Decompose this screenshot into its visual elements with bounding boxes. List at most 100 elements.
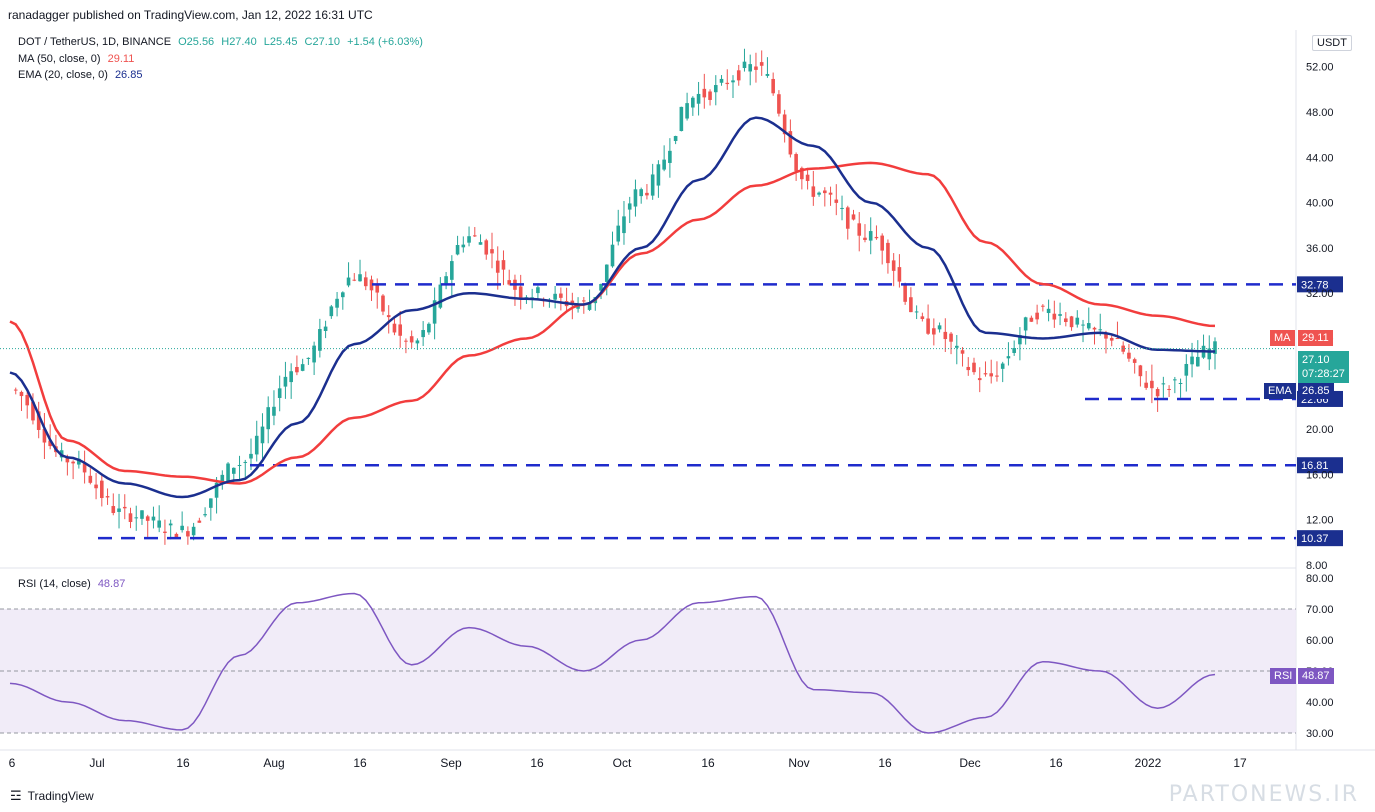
candle-body	[897, 267, 902, 282]
candle-body	[874, 236, 879, 239]
candle-body	[604, 264, 609, 282]
ema-legend[interactable]: EMA (20, close, 0) 26.85	[18, 69, 146, 81]
candle-body	[857, 223, 862, 236]
ma-legend[interactable]: MA (50, close, 0) 29.11	[18, 53, 138, 65]
candle-body	[696, 93, 701, 104]
candle-body	[622, 216, 626, 234]
time-axis-label: Aug	[263, 756, 284, 770]
candle-body	[1161, 383, 1166, 385]
candle-body	[231, 467, 236, 474]
candle-body	[254, 435, 259, 455]
price-tag-countdown: 07:28:27	[1302, 368, 1345, 380]
candle-body	[163, 531, 167, 533]
time-axis-label: 17	[1233, 756, 1247, 770]
candle-body	[1138, 365, 1143, 377]
candle-body	[1190, 356, 1194, 365]
candle-body	[478, 242, 483, 245]
candle-body	[702, 88, 707, 98]
candle-body	[438, 284, 443, 308]
candle-body	[300, 364, 305, 371]
change-value: +1.54 (+6.03%)	[347, 36, 423, 48]
candle-body	[226, 463, 230, 483]
candle-body	[1201, 345, 1206, 358]
candle-body	[318, 329, 322, 351]
rsi-tag-value: 48.87	[1298, 668, 1334, 684]
candle-body	[817, 192, 821, 195]
candle-body	[616, 225, 621, 242]
candle-body	[937, 325, 942, 330]
currency-selector[interactable]: USDT	[1312, 35, 1352, 51]
candle-body	[777, 94, 781, 114]
candle-body	[828, 192, 833, 195]
candle-body	[1144, 382, 1148, 388]
candle-body	[404, 340, 408, 342]
candle-body	[995, 375, 999, 377]
time-axis-label: 6	[9, 756, 16, 770]
candle-body	[134, 517, 139, 519]
candle-body	[1092, 327, 1097, 330]
candle-body	[128, 513, 133, 522]
ema-tag-name: EMA	[1264, 383, 1296, 399]
candle-body	[352, 279, 357, 281]
candle-body	[966, 366, 971, 371]
candle-body	[805, 174, 810, 181]
candle-body	[105, 496, 110, 498]
ma50-line	[9, 161, 1216, 485]
rsi-tick-label: 80.00	[1306, 573, 1334, 585]
candle-body	[932, 328, 936, 335]
candle-body	[100, 480, 104, 499]
close-value: C27.10	[304, 36, 340, 48]
candle-body	[1018, 335, 1022, 345]
candle-body	[582, 300, 586, 302]
candle-body	[180, 525, 184, 531]
candle-body	[507, 280, 512, 285]
candle-body	[1064, 318, 1068, 323]
candle-body	[909, 297, 913, 313]
price-tag: 27.10 07:28:27	[1298, 351, 1349, 383]
candle-body	[926, 318, 930, 334]
price-tick-label: 48.00	[1306, 107, 1334, 119]
candle-body	[1195, 356, 1200, 367]
rsi-label: RSI (14, close)	[18, 578, 91, 590]
publisher-line: ranadagger published on TradingView.com,…	[8, 8, 373, 22]
candle-body	[645, 192, 649, 196]
candle-body	[903, 284, 907, 302]
candle-body	[754, 66, 758, 70]
candle-body	[656, 164, 661, 186]
candle-body	[541, 299, 546, 302]
rsi-tick-label: 60.00	[1306, 635, 1334, 647]
ma-tag-value: 29.11	[1298, 330, 1333, 346]
candle-body	[886, 242, 890, 264]
candle-body	[639, 189, 643, 197]
candle-body	[845, 207, 850, 229]
candle-body	[518, 286, 523, 298]
candle-body	[949, 333, 953, 342]
candle-body	[398, 324, 402, 336]
candle-body	[536, 287, 540, 294]
candle-body	[1109, 337, 1114, 341]
ma-label: MA (50, close, 0)	[18, 53, 101, 65]
candle-body	[283, 376, 288, 387]
level-label: 16.81	[1301, 460, 1329, 472]
candle-body	[386, 315, 391, 318]
candle-body	[891, 260, 896, 271]
time-axis-label: Jul	[89, 756, 104, 770]
candle-body	[570, 300, 575, 305]
ema-value: 26.85	[114, 69, 143, 81]
rsi-legend[interactable]: RSI (14, close) 48.87	[18, 578, 129, 590]
rsi-tick-label: 30.00	[1306, 728, 1334, 740]
candle-body	[381, 295, 385, 312]
price-tick-label: 36.00	[1306, 243, 1334, 255]
candle-body	[1150, 380, 1154, 389]
candle-body	[1104, 332, 1108, 339]
tradingview-logo[interactable]: ☲ TradingView	[10, 788, 94, 804]
candle-body	[691, 97, 695, 108]
candle-body	[1041, 305, 1045, 307]
candle-body	[1098, 329, 1103, 331]
candle-body	[295, 366, 299, 373]
candle-body	[54, 446, 58, 453]
candle-body	[1121, 345, 1125, 352]
symbol-name[interactable]: DOT / TetherUS, 1D, BINANCE	[18, 36, 172, 48]
candle-body	[203, 514, 207, 516]
candle-body	[249, 453, 253, 459]
